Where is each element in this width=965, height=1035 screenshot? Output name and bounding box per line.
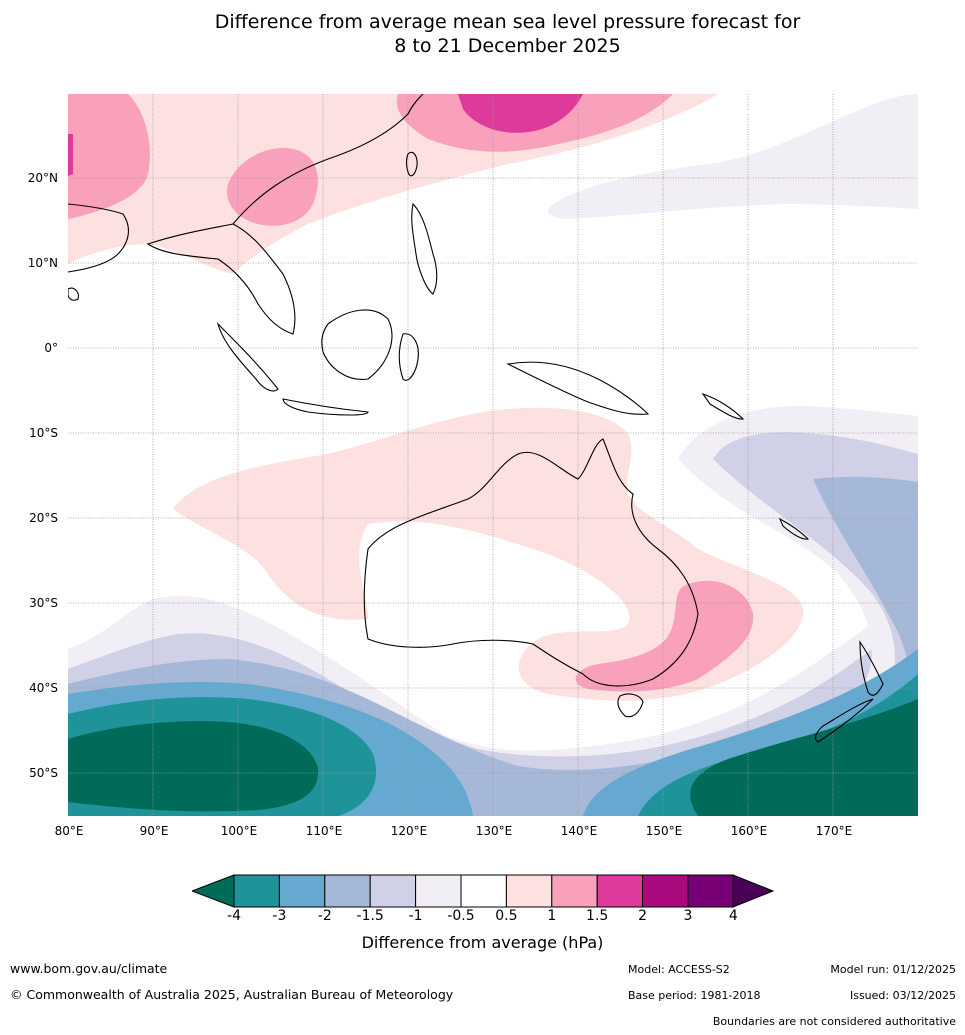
coast-solomon-is xyxy=(701,392,745,420)
colorbar-tick-label: -0.5 xyxy=(447,908,475,924)
lon-label-90e: 90°E xyxy=(139,824,169,838)
lon-label-120e: 120°E xyxy=(390,824,428,838)
colorbar-below-min-arrow xyxy=(192,874,235,908)
coast-new-zealand-south xyxy=(814,698,874,743)
colorbar xyxy=(192,874,774,908)
coast-sulawesi xyxy=(398,333,419,381)
footer-copyright: © Commonwealth of Australia 2025, Austra… xyxy=(10,987,454,1002)
coast-india xyxy=(68,203,129,273)
colorbar-bin xyxy=(551,874,598,908)
anomaly-neg4-east xyxy=(690,699,918,816)
coast-china xyxy=(232,94,424,225)
colorbar-bin xyxy=(233,874,280,908)
footer-model: Model: ACCESS-S2 xyxy=(628,963,730,976)
pressure-anomaly-map xyxy=(68,94,918,816)
colorbar-bin xyxy=(505,874,553,908)
anomaly-pos1-india xyxy=(68,94,150,219)
coast-taiwan xyxy=(405,151,418,177)
colorbar-bin xyxy=(369,874,417,908)
colorbar-title: Difference from average (hPa) xyxy=(361,933,604,952)
lon-label-100e: 100°E xyxy=(220,824,258,838)
colorbar-bin xyxy=(596,874,644,908)
colorbar-bin xyxy=(324,874,371,908)
lon-label-110e: 110°E xyxy=(305,824,343,838)
lat-label-30s: 30°S xyxy=(29,596,58,610)
lat-label-10s: 10°S xyxy=(29,426,58,440)
colorbar-bin xyxy=(278,874,326,908)
colorbar-tick-label: 1 xyxy=(547,908,557,924)
lat-label-10n: 10°N xyxy=(27,256,58,270)
colorbar-bin xyxy=(415,874,462,908)
coastlines xyxy=(68,94,884,743)
coast-sri-lanka xyxy=(68,287,79,301)
lat-label-0: 0° xyxy=(44,341,58,355)
coast-new-guinea xyxy=(506,361,650,415)
chart-title: Difference from average mean sea level p… xyxy=(0,10,965,58)
colorbar-bin xyxy=(687,874,734,908)
anomaly-pos2-india xyxy=(68,134,73,176)
colorbar-bin xyxy=(460,874,507,908)
colorbar-tick-label: -1 xyxy=(408,908,423,924)
footer-url[interactable]: www.bom.gov.au/climate xyxy=(10,961,168,976)
lat-label-50s: 50°S xyxy=(29,766,58,780)
coast-tasmania xyxy=(617,693,644,718)
anomaly-pos05-australia xyxy=(173,407,804,701)
footer-issued: Issued: 03/12/2025 xyxy=(849,989,956,1002)
colorbar-bins xyxy=(233,874,734,908)
footer-disclaimer: Boundaries are not considered authoritat… xyxy=(712,1015,956,1028)
coast-indochina xyxy=(146,223,296,335)
graticule xyxy=(68,94,918,816)
anomaly-neg4-south-west xyxy=(68,721,319,812)
colorbar-tick-label: -4 xyxy=(227,908,241,924)
colorbar-tick-label: 2 xyxy=(638,908,648,924)
coast-philippines xyxy=(411,202,438,295)
coast-borneo xyxy=(321,309,393,380)
coast-new-caledonia xyxy=(778,517,810,540)
lat-label-40s: 40°S xyxy=(29,681,58,695)
coast-new-zealand-north xyxy=(859,640,884,696)
anomaly-neg05-north-pacific xyxy=(547,94,918,219)
lat-label-20n: 20°N xyxy=(27,171,58,185)
colorbar-tick-label: 1.5 xyxy=(586,908,609,924)
colorbar-tick-label: 3 xyxy=(683,908,693,924)
anomaly-pos1-se-australia xyxy=(575,580,754,692)
anomaly-neg15-east xyxy=(808,476,918,816)
colorbar-tick-label: -1.5 xyxy=(356,908,384,924)
anomaly-pos2-china xyxy=(458,94,583,133)
lon-label-80e: 80°E xyxy=(54,824,84,838)
lon-label-140e: 140°E xyxy=(560,824,598,838)
lat-label-20s: 20°S xyxy=(29,511,58,525)
lon-label-150e: 150°E xyxy=(645,824,683,838)
coast-australia xyxy=(363,438,699,687)
colorbar-tick-label: 0.5 xyxy=(495,908,518,924)
colorbar-tick-label: -3 xyxy=(272,908,287,924)
colorbar-bin xyxy=(642,874,689,908)
lon-label-170e: 170°E xyxy=(815,824,853,838)
coast-sumatra xyxy=(216,322,279,392)
footer-base-period: Base period: 1981-2018 xyxy=(628,989,761,1002)
lon-label-130e: 130°E xyxy=(475,824,513,838)
colorbar-tick-label: 4 xyxy=(728,908,738,924)
colorbar-tick-label: -2 xyxy=(317,908,332,924)
title-line-1: Difference from average mean sea level p… xyxy=(214,11,801,33)
map-canvas xyxy=(68,94,918,816)
lon-label-160e: 160°E xyxy=(730,824,768,838)
colorbar-above-max-arrow xyxy=(732,874,774,908)
footer-model-run: Model run: 01/12/2025 xyxy=(830,963,956,976)
title-line-2: 8 to 21 December 2025 xyxy=(394,35,621,57)
coast-java xyxy=(282,398,369,416)
